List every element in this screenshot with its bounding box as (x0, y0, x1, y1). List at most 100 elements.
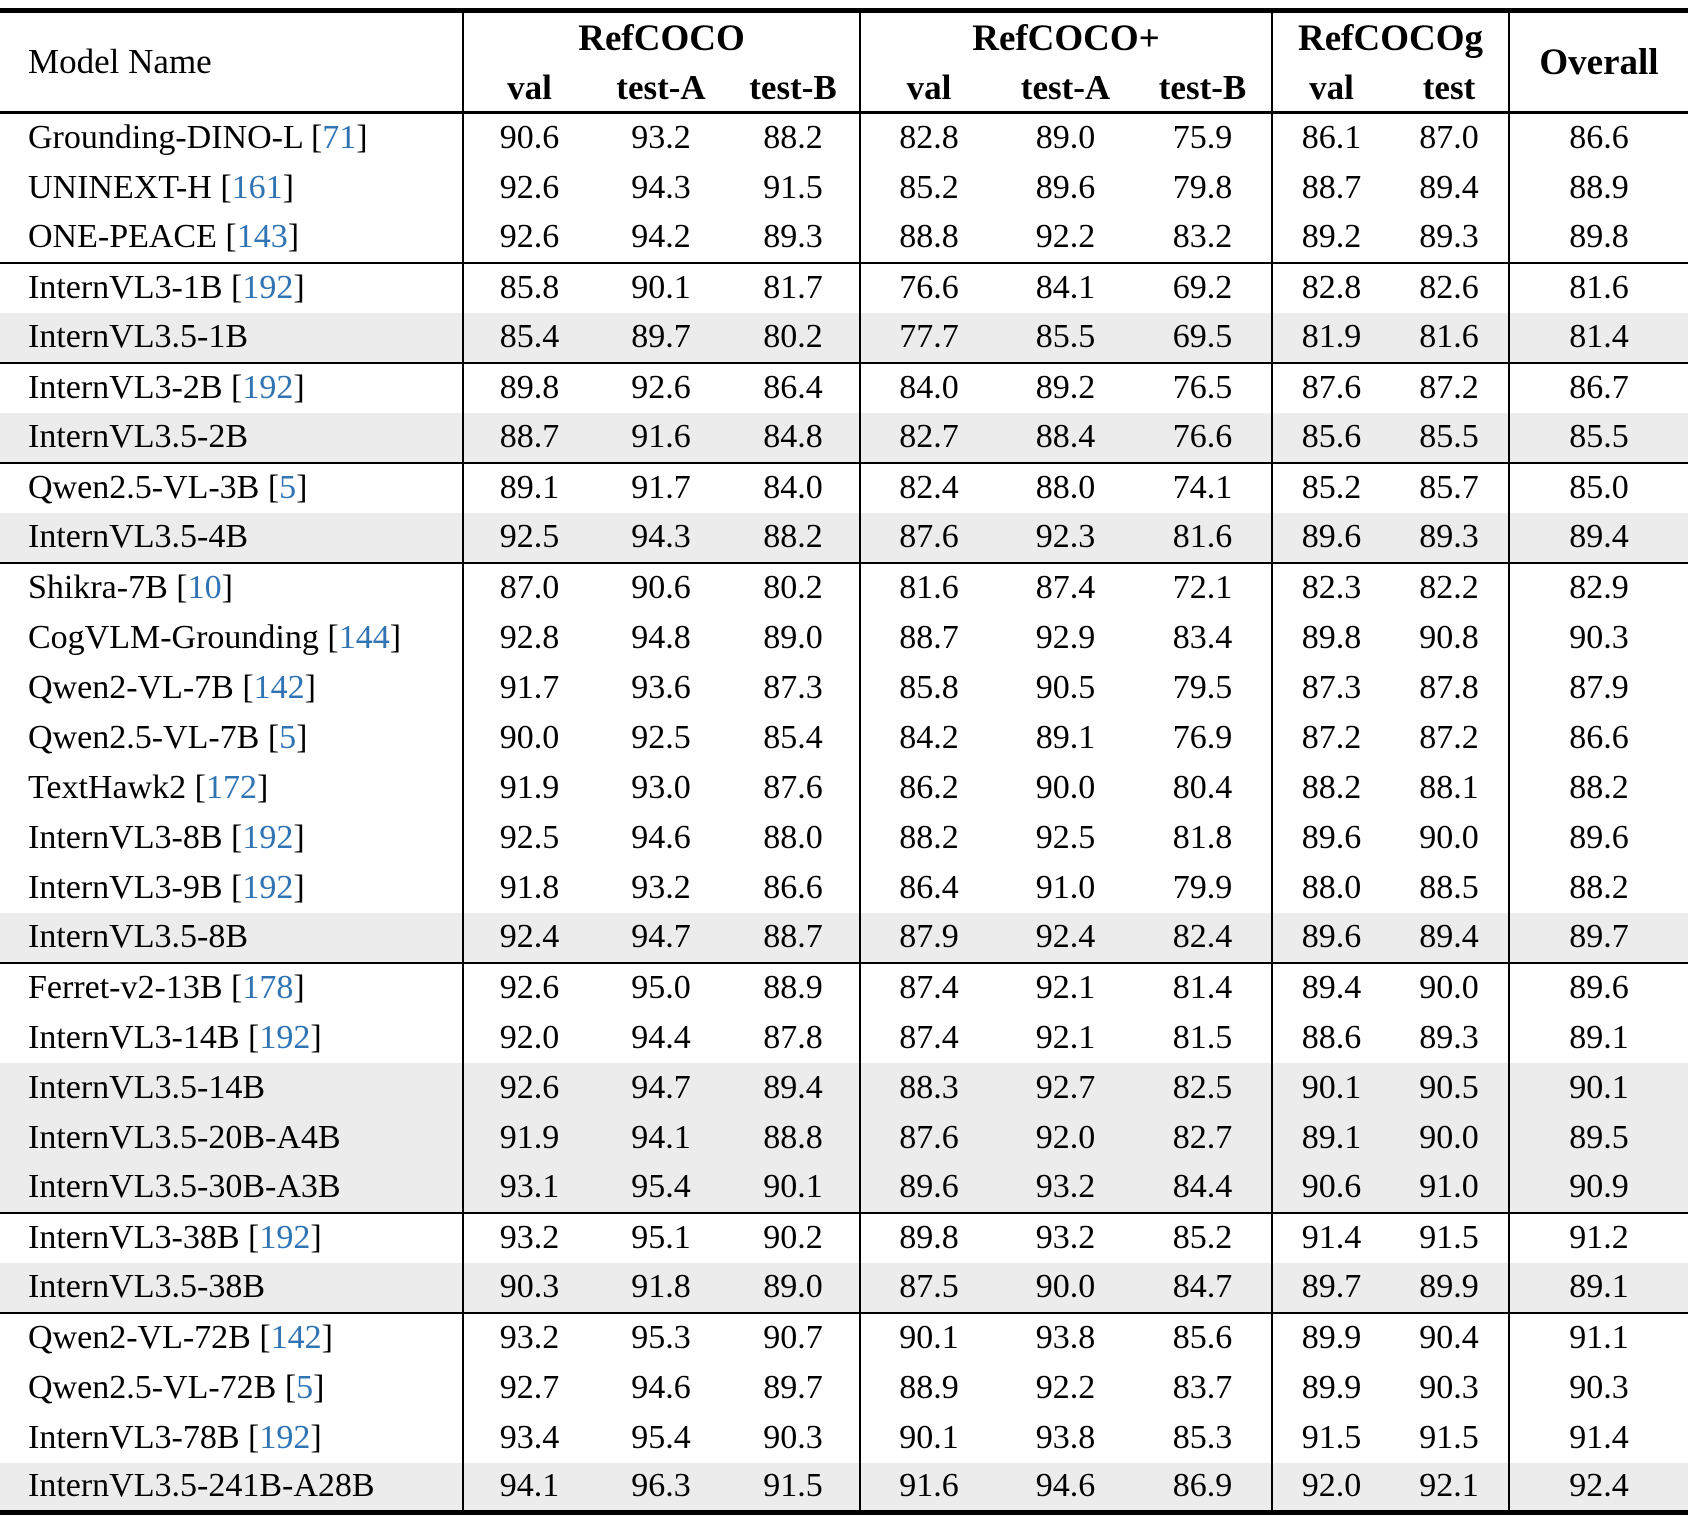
score-cell: 92.1 (1419, 1467, 1479, 1505)
citation-link[interactable]: 143 (236, 218, 288, 255)
citation-link[interactable]: 142 (253, 668, 305, 706)
score-cell: 90.1 (1271, 1062, 1390, 1113)
score-cell: 72.1 (1134, 561, 1272, 613)
score-cell: 92.5 (462, 512, 595, 563)
model-name-cell: Grounding-DINO-L [71] (28, 119, 368, 157)
score-cell: 87.9 (859, 912, 997, 963)
citation-link[interactable]: 142 (270, 1319, 322, 1356)
score-cell: 89.4 (1271, 961, 1390, 1013)
table-row: CogVLM-Grounding [144] 92.8 94.8 89.0 88.7 92… (0, 612, 1688, 663)
model-name-cell: Qwen2-VL-7B [142] (28, 668, 316, 706)
score-cell: 86.2 (859, 762, 997, 813)
score-cell: 85.2 (859, 162, 997, 213)
score-cell: 84.2 (859, 712, 997, 763)
table-row: InternVL3.5-38B 90.3 91.8 89.0 87.5 90.0 84.7 8… (0, 1262, 1688, 1313)
score-cell: 90.5 (1419, 1068, 1479, 1106)
score-cell: 91.1 (1508, 1311, 1688, 1363)
table-row: InternVL3-8B [192] 92.5 94.6 88.0 88.2 92.5 81… (0, 812, 1688, 863)
score-cell: 86.1 (1271, 112, 1390, 163)
model-name: InternVL3.5-30B-A3B (28, 1168, 341, 1205)
subcol-refcoco-plus-val: val (859, 64, 997, 113)
model-name-cell: InternVL3.5-38B (0, 1263, 463, 1313)
score-cell: 91.7 (462, 662, 595, 713)
table-row: Qwen2.5-VL-3B [5] 89.1 91.7 84.0 82.4 88.0 74.… (0, 461, 1688, 513)
score-cell: 74.1 (1134, 461, 1272, 513)
citation-link[interactable]: 5 (279, 718, 297, 756)
citation-link[interactable]: 172 (205, 768, 257, 806)
citation-link[interactable]: 161 (231, 168, 283, 206)
citation-link[interactable]: 10 (187, 569, 222, 606)
score-cell: 93.4 (462, 1412, 595, 1463)
citation-link[interactable]: 178 (242, 969, 294, 1006)
score-cell: 88.7 (462, 412, 595, 463)
table-row: InternVL3.5-20B-A4B 91.9 94.1 88.8 87.6 92.0 8… (0, 1112, 1688, 1163)
score-cell: 92.4 (462, 912, 595, 963)
table-row: InternVL3.5-241B-A28B 94.1 96.3 91.5 91.6 94.… (0, 1462, 1688, 1513)
model-name: CogVLM-Grounding (28, 618, 319, 656)
score-cell: 93.1 (462, 1162, 595, 1213)
model-name-cell: InternVL3-78B [192] (28, 1418, 322, 1456)
score-cell: 90.1 (859, 1311, 997, 1363)
model-name-cell: Qwen2.5-VL-7B [5] (28, 718, 308, 756)
score-cell: 89.1 (1035, 718, 1096, 756)
score-cell: 89.2 (997, 361, 1134, 413)
score-cell: 93.0 (631, 768, 691, 806)
score-cell: 85.2 (1271, 461, 1390, 513)
subcol-refcocog-val: val (1271, 64, 1390, 113)
model-name-cell: InternVL3.5-30B-A3B (0, 1163, 463, 1213)
table-row: InternVL3-78B [192] 93.4 95.4 90.3 90.1 93.8 8… (0, 1412, 1688, 1463)
score-cell: 88.0 (763, 818, 823, 856)
score-cell: 88.2 (763, 119, 823, 157)
score-cell: 95.3 (595, 1311, 727, 1363)
score-cell: 94.4 (631, 1018, 691, 1056)
score-cell: 92.2 (1035, 218, 1096, 255)
score-cell: 87.4 (859, 961, 997, 1013)
citation-link[interactable]: 192 (242, 269, 294, 306)
model-name: InternVL3-14B (28, 1018, 240, 1056)
citation-link[interactable]: 5 (296, 1368, 314, 1406)
model-name-cell: ONE-PEACE [143] (28, 218, 300, 255)
subcol-refcoco-test-b: test-B (749, 67, 837, 107)
score-cell: 90.0 (1035, 768, 1096, 806)
model-name: InternVL3-1B (28, 269, 223, 306)
score-cell: 87.0 (462, 561, 595, 613)
score-cell: 91.6 (859, 1462, 997, 1513)
score-cell: 92.1 (997, 961, 1134, 1013)
citation-link[interactable]: 5 (279, 469, 297, 506)
subcol-refcoco-plus-test-a: test-A (1020, 67, 1111, 107)
score-cell: 85.5 (1508, 412, 1688, 463)
score-cell: 95.4 (631, 1168, 691, 1205)
score-cell: 92.5 (1035, 818, 1096, 856)
table-row: InternVL3.5-30B-A3B 93.1 95.4 90.1 89.6 93.2 8… (0, 1162, 1688, 1213)
model-name-cell: InternVL3-2B [192] (0, 361, 463, 413)
score-cell: 87.6 (859, 512, 997, 563)
citation-link[interactable]: 192 (242, 868, 294, 906)
citation-link[interactable]: 144 (338, 618, 390, 656)
citation-link[interactable]: 192 (242, 818, 294, 856)
score-cell: 86.4 (859, 862, 997, 913)
citation-link[interactable]: 192 (259, 1418, 311, 1456)
score-cell: 92.4 (1508, 1462, 1688, 1513)
score-cell: 92.6 (595, 361, 727, 413)
score-cell: 93.2 (1035, 1168, 1096, 1205)
score-cell: 92.6 (462, 162, 595, 213)
subcol-refcoco-plus-test-b: test-B (1158, 67, 1247, 107)
score-cell: 76.6 (1172, 418, 1233, 455)
score-cell: 89.3 (1419, 218, 1479, 255)
citation-link[interactable]: 192 (259, 1219, 311, 1256)
model-name-cell: TextHawk2 [172] (28, 768, 269, 806)
score-cell: 82.8 (1271, 261, 1390, 313)
citation-link[interactable]: 71 (322, 119, 357, 157)
score-cell: 92.7 (462, 1362, 595, 1413)
model-name: Qwen2.5-VL-72B (28, 1368, 277, 1406)
model-name-cell: InternVL3-38B [192] (0, 1211, 463, 1263)
citation-link[interactable]: 192 (259, 1018, 311, 1056)
score-cell: 90.0 (1035, 1268, 1096, 1305)
score-cell: 89.4 (1419, 918, 1479, 955)
score-cell: 83.4 (1172, 618, 1233, 656)
subcol-refcoco-test-a: test-A (616, 67, 706, 107)
score-cell: 91.9 (462, 762, 595, 813)
model-name: InternVL3.5-1B (28, 318, 249, 355)
citation-link[interactable]: 192 (242, 369, 294, 406)
table-row: InternVL3.5-2B 88.7 91.6 84.8 82.7 88.4 76.6 85… (0, 412, 1688, 463)
